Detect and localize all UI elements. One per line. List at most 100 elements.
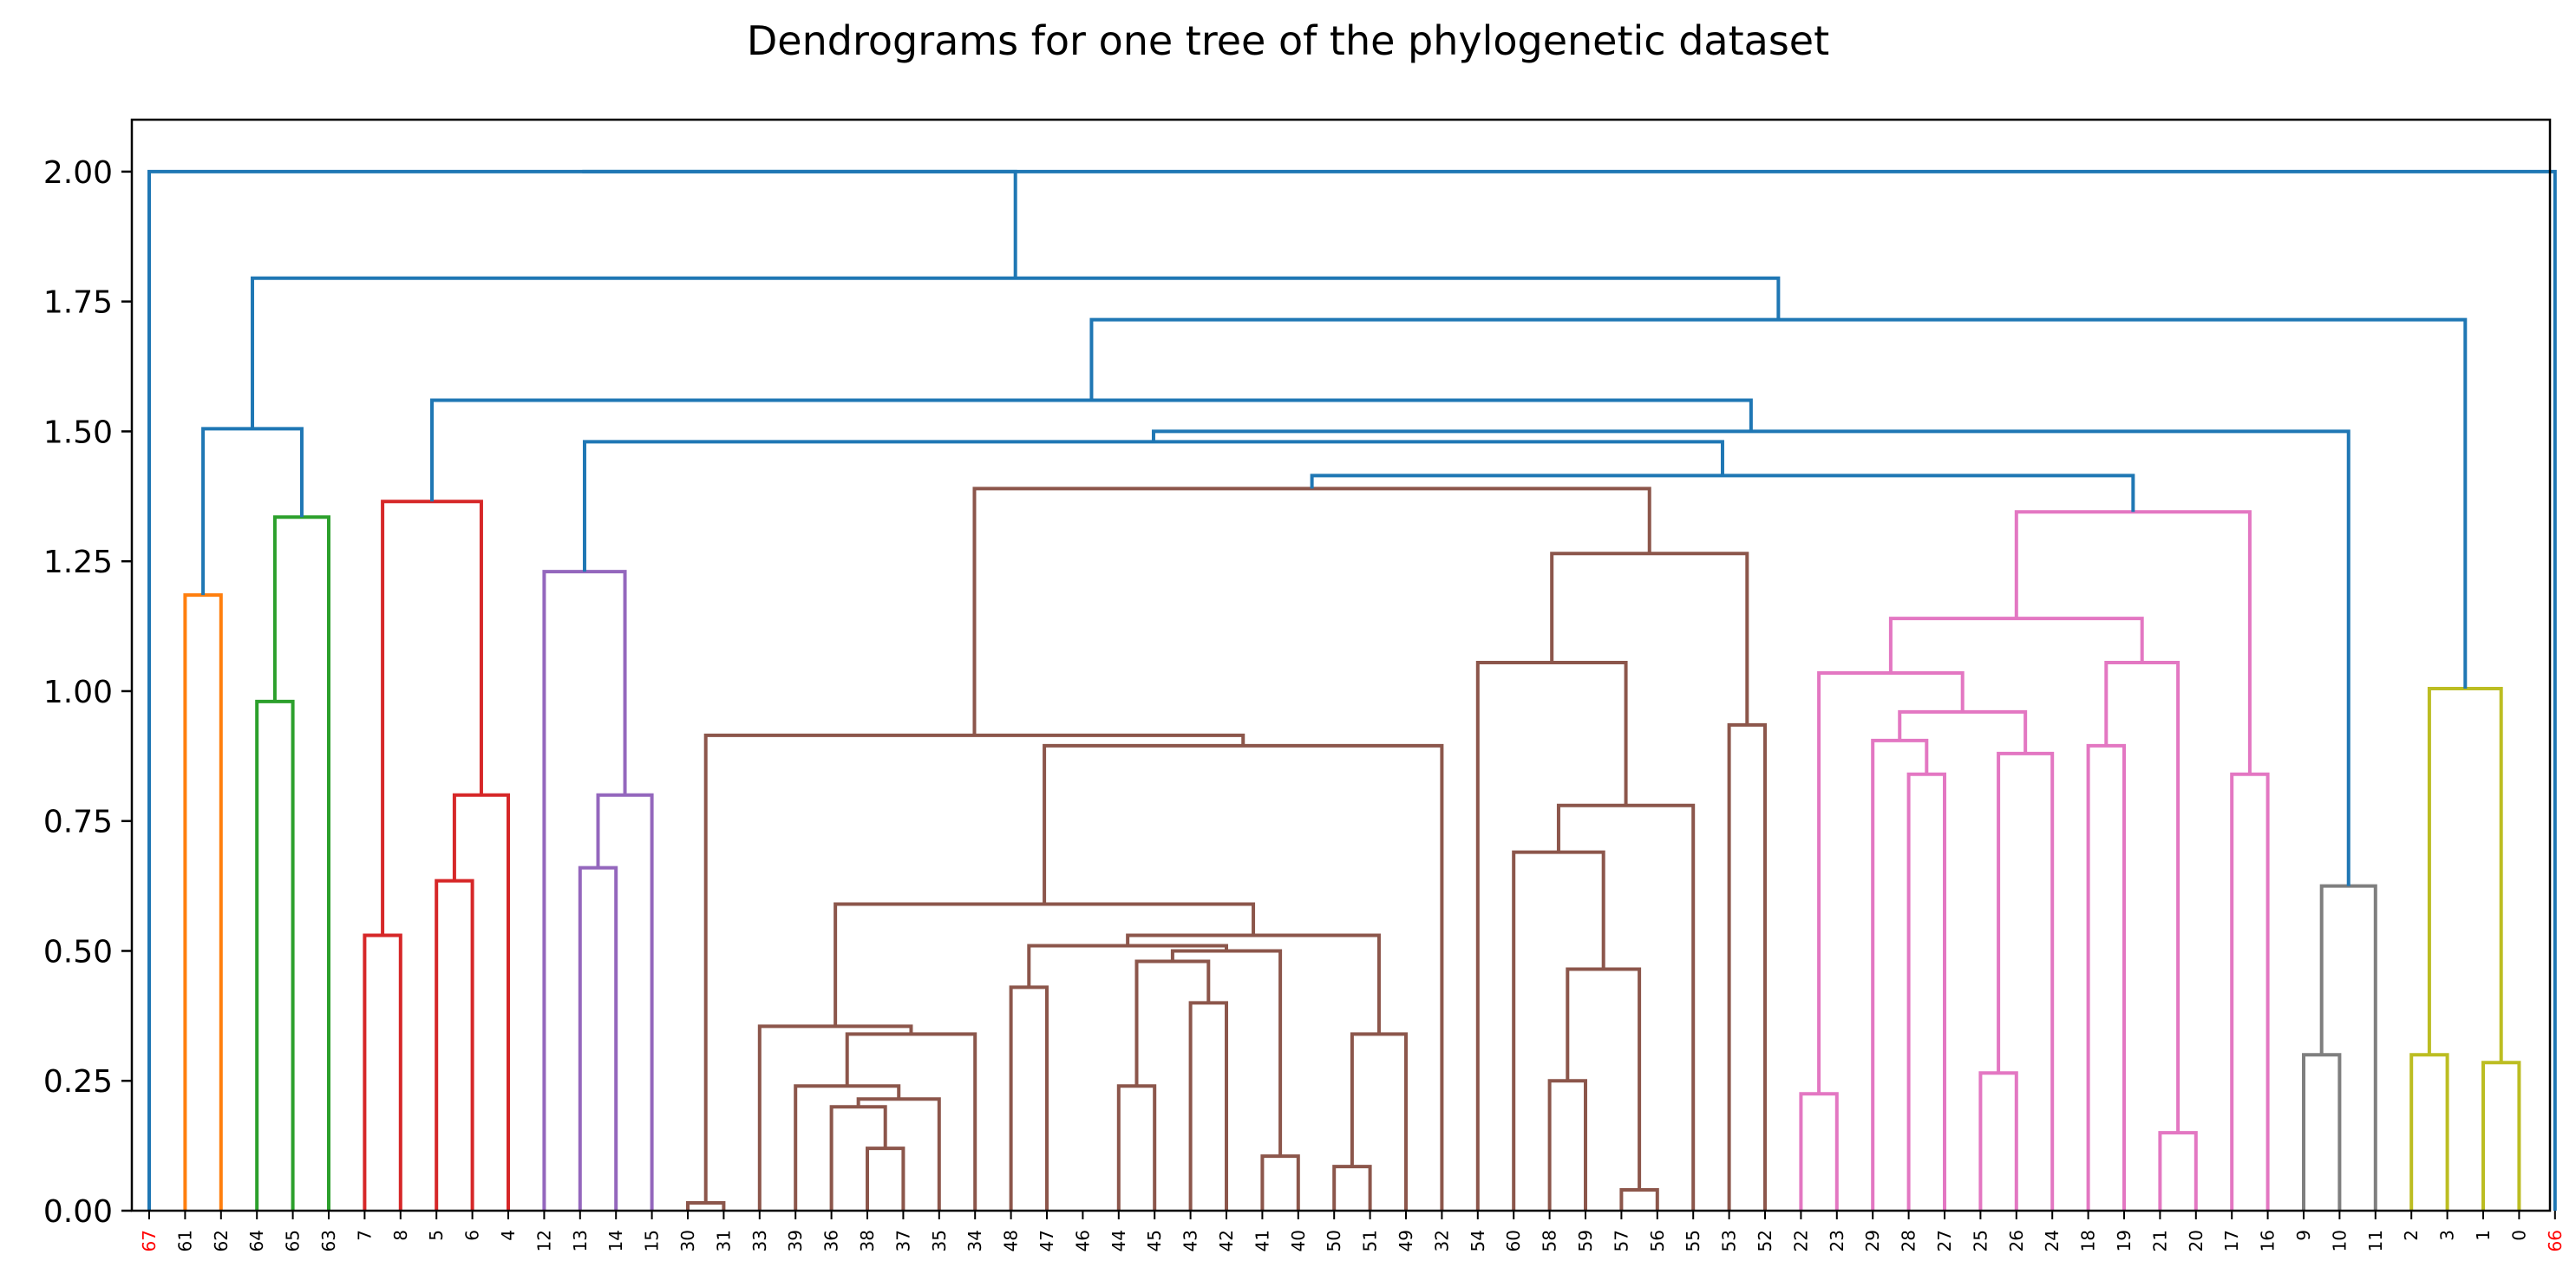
dendrogram-link [381,500,483,936]
dendrogram-link [1997,751,2055,1211]
leaf-label: 45 [1144,1230,1165,1251]
leaf-label: 7 [354,1230,375,1241]
leaf-label: 55 [1683,1230,1703,1251]
dendrogram-link [794,1084,901,1211]
chart-title: Dendrograms for one tree of the phylogen… [746,17,1830,64]
leaf-label: 3 [2437,1230,2458,1241]
dendrogram-link [866,1147,906,1211]
dendrogram-link [2409,1053,2449,1211]
dendrogram-link [1134,959,1211,1087]
dendrogram-link [1116,1084,1157,1211]
leaf-label: 24 [2042,1230,2063,1251]
dendrogram-link [1512,850,1605,1211]
leaf-label: 21 [2149,1230,2170,1251]
dendrogram-link [1888,617,2144,673]
dendrogram-link [829,1105,887,1211]
leaf-label: 66 [2545,1230,2566,1251]
leaf-label: 62 [211,1230,232,1251]
leaf-label: 27 [1934,1230,1955,1251]
dendrogram-link [1619,1188,1659,1211]
leaf-label: 51 [1360,1230,1381,1251]
leaf-label: 19 [2114,1230,2135,1251]
dendrogram-link [2427,686,2503,1063]
leaf-label: 41 [1252,1230,1272,1251]
leaf-label: 43 [1180,1230,1201,1251]
leaf-label: 38 [857,1230,878,1251]
dendrogram-link [2481,1061,2521,1211]
leaf-label: 26 [2006,1230,2027,1251]
leaf-label: 11 [2365,1230,2386,1251]
leaf-label: 64 [246,1230,267,1251]
x-axis: 67 61 62 64 65 63 7 8 5 6 4 12 13 14 15 30 31 33 39 36 38 37 3… [139,1211,2566,1251]
dendrogram-link [757,1024,913,1211]
dendrogram-link [2014,510,2252,774]
leaf-label: 16 [2258,1230,2279,1251]
dendrogram-link [183,593,223,1211]
leaf-label: 44 [1108,1230,1129,1251]
leaf-label: 57 [1611,1230,1631,1251]
leaf-label: 30 [677,1230,698,1251]
dendrogram-link [1151,429,2350,886]
leaf-label: 5 [426,1230,447,1241]
leaf-label: 54 [1468,1230,1488,1251]
leaf-label: 23 [1827,1230,1847,1251]
dendrogram-link [1332,1165,1372,1211]
leaf-label: 56 [1647,1230,1668,1251]
leaf-label: 40 [1288,1230,1309,1251]
dendrogram-link [1170,949,1283,1157]
leaf-label: 25 [1970,1230,1991,1251]
dendrogram-link [363,933,402,1211]
leaf-label: 32 [1431,1230,1452,1251]
dendrogram-link [272,515,330,1211]
leaf-label: 4 [498,1230,519,1241]
dendrogram-link [201,427,304,596]
leaf-label: 10 [2329,1230,2350,1251]
leaf-label: 49 [1396,1230,1416,1251]
leaf-label: 42 [1216,1230,1237,1251]
leaf-label: 61 [174,1230,195,1251]
leaf-label: 8 [390,1230,411,1241]
leaf-label: 13 [570,1230,591,1251]
leaf-label: 29 [1862,1230,1883,1251]
y-axis: 0.00 0.25 0.50 0.75 1.00 1.25 1.50 1.75 2.00 [43,155,132,1230]
leaf-label: 12 [533,1230,554,1251]
dendrogram-link [1475,661,1628,1211]
dendrogram-link [1898,709,2028,754]
y-tick-label: 0.00 [43,1194,113,1230]
leaf-label: 60 [1503,1230,1524,1251]
dendrogram-link [1817,670,1965,1094]
dendrogram-link [1799,1092,1839,1211]
dendrogram-link [1906,772,1946,1211]
leaf-label: 34 [964,1230,985,1251]
y-tick-label: 2.00 [43,155,113,191]
leaf-label: 37 [892,1230,913,1251]
leaf-label: 22 [1790,1230,1811,1251]
dendrogram-link [2302,1053,2342,1211]
leaf-label: 50 [1324,1230,1344,1251]
leaf-label: 6 [462,1230,483,1241]
leaf-label: 48 [1001,1230,1022,1251]
dendrogram-link [582,440,1724,572]
dendrogram-link [856,1097,941,1211]
dendrogram-link [2230,772,2270,1211]
leaf-label: 2 [2401,1230,2422,1241]
dendrogram-link [1310,474,2135,513]
dendrogram-link [2319,884,2377,1211]
leaf-label: 31 [713,1230,734,1251]
dendrogram-link [1556,803,1696,1211]
dendrogram-link [1043,743,1444,1211]
dendrogram-link [147,169,1017,1211]
y-tick-label: 1.25 [43,545,113,580]
leaf-label: 0 [2508,1230,2529,1241]
leaf-label: 52 [1755,1230,1775,1251]
leaf-label: 18 [2078,1230,2099,1251]
leaf-label: 58 [1540,1230,1560,1251]
dendrogram-link [2086,743,2126,1211]
leaf-label: 35 [929,1230,950,1251]
dendrogram-link [578,866,618,1211]
dendrogram-link [452,793,510,1211]
leaf-label: 63 [318,1230,339,1251]
leaf-label: 33 [749,1230,770,1251]
dendrogram-link [1188,1001,1228,1211]
